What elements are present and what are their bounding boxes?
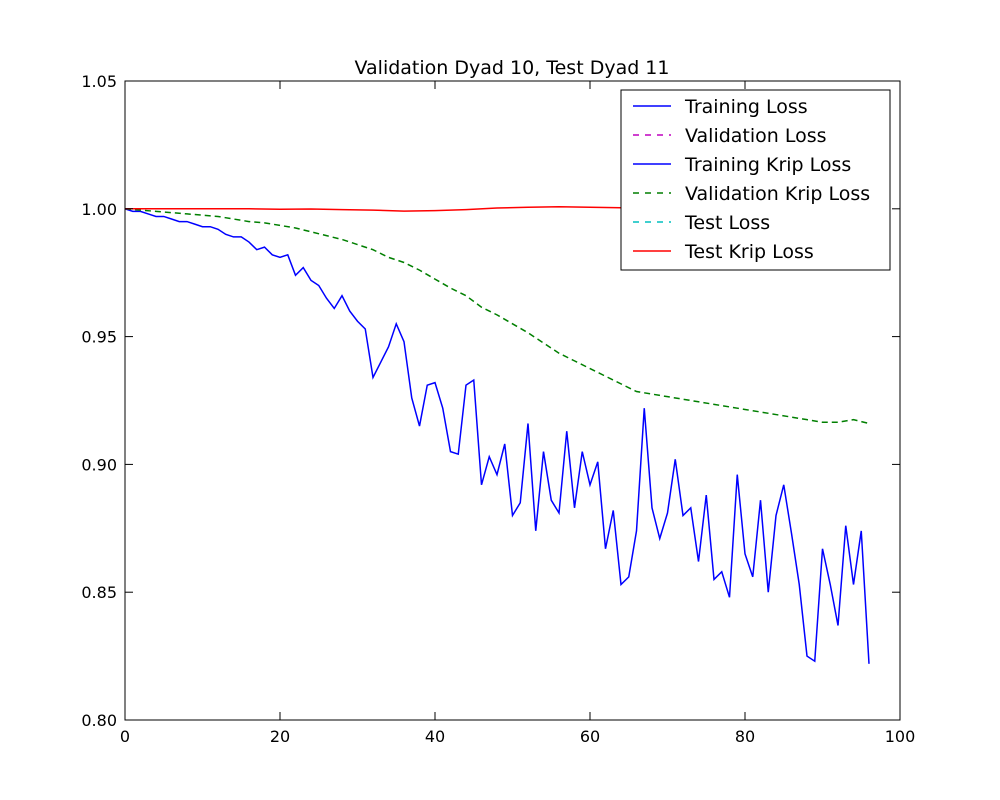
x-tick-label: 100 [885,727,916,746]
y-tick-label: 1.05 [81,72,117,91]
x-tick-label: 60 [580,727,600,746]
series-line-test-krip-loss [125,206,637,212]
x-tick-label: 40 [425,727,445,746]
y-tick-label: 0.90 [81,455,117,474]
legend-box [620,89,891,271]
legend: Training Loss Validation Loss Training Kri… [620,89,891,271]
series-line-validation-krip-loss [125,208,870,425]
chart-title: Validation Dyad 10, Test Dyad 11 [355,57,670,79]
y-tick-label: 0.80 [81,711,117,730]
x-tick-label: 20 [270,727,290,746]
y-tick-label: 0.85 [81,583,117,602]
legend-label: Validation Krip Loss [685,183,870,205]
legend-label: Training Krip Loss [684,154,851,176]
axis-ticks: 0 20 40 60 80 100 0.80 0.85 0.90 0.95 1.00 1.05 [81,72,915,746]
series-line-training-krip-loss [125,208,870,664]
legend-label: Validation Loss [685,125,827,147]
axes-frame [124,80,901,721]
legend-label: Training Loss [684,96,808,118]
plot-area [125,206,870,664]
x-tick-label: 0 [120,727,130,746]
x-tick-label: 80 [735,727,755,746]
y-tick-label: 0.95 [81,328,117,347]
legend-label: Test Krip Loss [684,241,814,263]
legend-label: Test Loss [684,212,770,234]
y-tick-label: 1.00 [81,200,117,219]
